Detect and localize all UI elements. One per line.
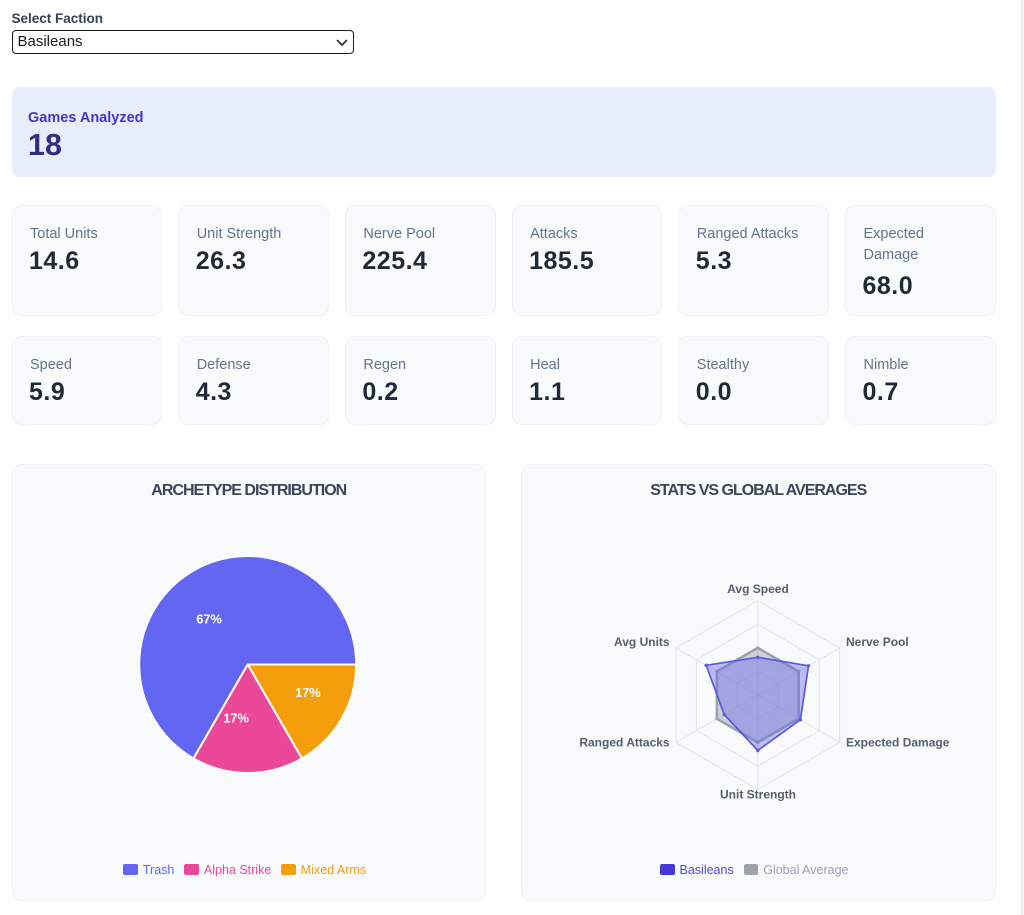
svg-text:Expected Damage: Expected Damage (846, 735, 950, 749)
svg-text:17%: 17% (295, 685, 321, 700)
svg-text:Avg Speed: Avg Speed (727, 582, 789, 596)
svg-text:Ranged Attacks: Ranged Attacks (579, 735, 670, 749)
svg-text:Avg Units: Avg Units (614, 635, 670, 649)
svg-text:67%: 67% (196, 612, 222, 627)
svg-text:17%: 17% (223, 710, 249, 725)
svg-text:Unit Strength: Unit Strength (720, 788, 796, 802)
svg-text:Nerve Pool: Nerve Pool (846, 635, 909, 649)
